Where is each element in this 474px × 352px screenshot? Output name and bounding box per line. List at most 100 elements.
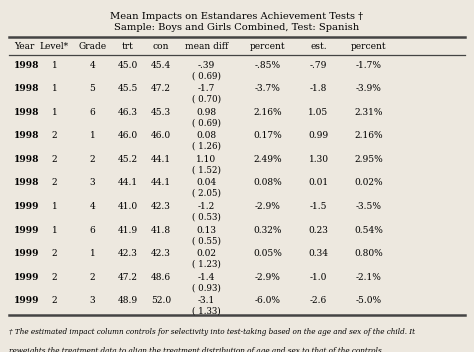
Text: 2.49%: 2.49% bbox=[254, 155, 282, 164]
Text: 0.99: 0.99 bbox=[309, 131, 328, 140]
Text: 4: 4 bbox=[90, 202, 95, 211]
Text: -5.0%: -5.0% bbox=[356, 296, 382, 306]
Text: 42.3: 42.3 bbox=[118, 249, 138, 258]
Text: -1.7: -1.7 bbox=[198, 84, 215, 93]
Text: -3.7%: -3.7% bbox=[255, 84, 281, 93]
Text: 45.3: 45.3 bbox=[151, 108, 171, 117]
Text: 2: 2 bbox=[90, 273, 95, 282]
Text: 1998: 1998 bbox=[14, 108, 40, 117]
Text: 0.02: 0.02 bbox=[196, 249, 216, 258]
Text: 2: 2 bbox=[52, 178, 57, 188]
Text: 41.0: 41.0 bbox=[118, 202, 138, 211]
Text: 0.08%: 0.08% bbox=[254, 178, 282, 188]
Text: 0.13: 0.13 bbox=[196, 226, 216, 235]
Text: 48.6: 48.6 bbox=[151, 273, 171, 282]
Text: trt: trt bbox=[122, 42, 134, 51]
Text: 5: 5 bbox=[90, 84, 95, 93]
Text: 1999: 1999 bbox=[14, 273, 40, 282]
Text: -2.9%: -2.9% bbox=[255, 202, 281, 211]
Text: 44.1: 44.1 bbox=[118, 178, 138, 188]
Text: 45.5: 45.5 bbox=[118, 84, 138, 93]
Text: 2.16%: 2.16% bbox=[254, 108, 282, 117]
Text: 0.32%: 0.32% bbox=[254, 226, 282, 235]
Text: ( 0.55): ( 0.55) bbox=[191, 236, 221, 245]
Text: ( 1.52): ( 1.52) bbox=[191, 165, 221, 175]
Text: Grade: Grade bbox=[78, 42, 107, 51]
Text: ( 0.69): ( 0.69) bbox=[191, 71, 221, 80]
Text: 47.2: 47.2 bbox=[118, 273, 138, 282]
Text: 45.2: 45.2 bbox=[118, 155, 138, 164]
Text: con: con bbox=[153, 42, 169, 51]
Text: 4: 4 bbox=[90, 61, 95, 70]
Text: 1.10: 1.10 bbox=[196, 155, 216, 164]
Text: 2: 2 bbox=[90, 155, 95, 164]
Text: 3: 3 bbox=[90, 296, 95, 306]
Text: -.39: -.39 bbox=[198, 61, 215, 70]
Text: -6.0%: -6.0% bbox=[255, 296, 281, 306]
Text: 1998: 1998 bbox=[14, 155, 40, 164]
Text: -1.5: -1.5 bbox=[310, 202, 327, 211]
Text: -.85%: -.85% bbox=[255, 61, 281, 70]
Text: 1: 1 bbox=[90, 131, 95, 140]
Text: 0.01: 0.01 bbox=[309, 178, 328, 188]
Text: 2.95%: 2.95% bbox=[355, 155, 383, 164]
Text: 2: 2 bbox=[52, 131, 57, 140]
Text: 1: 1 bbox=[52, 84, 57, 93]
Text: 1: 1 bbox=[52, 61, 57, 70]
Text: 46.3: 46.3 bbox=[118, 108, 138, 117]
Text: † The estimated impact column controls for selectivity into test-taking based on: † The estimated impact column controls f… bbox=[9, 328, 416, 337]
Text: 2.31%: 2.31% bbox=[355, 108, 383, 117]
Text: 1: 1 bbox=[90, 249, 95, 258]
Text: ( 1.33): ( 1.33) bbox=[192, 307, 220, 316]
Text: Sample: Boys and Girls Combined, Test: Spanish: Sample: Boys and Girls Combined, Test: S… bbox=[114, 23, 360, 32]
Text: 52.0: 52.0 bbox=[151, 296, 171, 306]
Text: 48.9: 48.9 bbox=[118, 296, 138, 306]
Text: 6: 6 bbox=[90, 108, 95, 117]
Text: ( 2.05): ( 2.05) bbox=[191, 189, 221, 198]
Text: -2.1%: -2.1% bbox=[356, 273, 382, 282]
Text: 1999: 1999 bbox=[14, 226, 40, 235]
Text: 3: 3 bbox=[90, 178, 95, 188]
Text: 0.08: 0.08 bbox=[196, 131, 216, 140]
Text: -3.5%: -3.5% bbox=[356, 202, 382, 211]
Text: 0.34: 0.34 bbox=[309, 249, 328, 258]
Text: 2: 2 bbox=[52, 273, 57, 282]
Text: Year: Year bbox=[14, 42, 35, 51]
Text: -1.7%: -1.7% bbox=[356, 61, 382, 70]
Text: 1: 1 bbox=[52, 226, 57, 235]
Text: 46.0: 46.0 bbox=[151, 131, 171, 140]
Text: 0.98: 0.98 bbox=[196, 108, 216, 117]
Text: 41.9: 41.9 bbox=[118, 226, 138, 235]
Text: 0.02%: 0.02% bbox=[355, 178, 383, 188]
Text: 1: 1 bbox=[52, 108, 57, 117]
Text: 2: 2 bbox=[52, 155, 57, 164]
Text: -1.4: -1.4 bbox=[198, 273, 215, 282]
Text: 2: 2 bbox=[52, 296, 57, 306]
Text: est.: est. bbox=[310, 42, 327, 51]
Text: 46.0: 46.0 bbox=[118, 131, 138, 140]
Text: 45.4: 45.4 bbox=[151, 61, 171, 70]
Text: -2.9%: -2.9% bbox=[255, 273, 281, 282]
Text: 1999: 1999 bbox=[14, 296, 40, 306]
Text: -1.8: -1.8 bbox=[310, 84, 327, 93]
Text: Level*: Level* bbox=[40, 42, 69, 51]
Text: 0.23: 0.23 bbox=[309, 226, 328, 235]
Text: 44.1: 44.1 bbox=[151, 155, 171, 164]
Text: 1998: 1998 bbox=[14, 178, 40, 188]
Text: 44.1: 44.1 bbox=[151, 178, 171, 188]
Text: 41.8: 41.8 bbox=[151, 226, 171, 235]
Text: ( 1.23): ( 1.23) bbox=[192, 260, 220, 269]
Text: -1.2: -1.2 bbox=[198, 202, 215, 211]
Text: 2.16%: 2.16% bbox=[355, 131, 383, 140]
Text: percent: percent bbox=[351, 42, 387, 51]
Text: 42.3: 42.3 bbox=[151, 202, 171, 211]
Text: 0.05%: 0.05% bbox=[254, 249, 282, 258]
Text: 0.04: 0.04 bbox=[196, 178, 216, 188]
Text: 1998: 1998 bbox=[14, 131, 40, 140]
Text: 1.30: 1.30 bbox=[309, 155, 328, 164]
Text: -.79: -.79 bbox=[310, 61, 327, 70]
Text: 42.3: 42.3 bbox=[151, 249, 171, 258]
Text: 0.54%: 0.54% bbox=[355, 226, 383, 235]
Text: 1: 1 bbox=[52, 202, 57, 211]
Text: Mean Impacts on Estandares Achievement Tests †: Mean Impacts on Estandares Achievement T… bbox=[110, 12, 364, 21]
